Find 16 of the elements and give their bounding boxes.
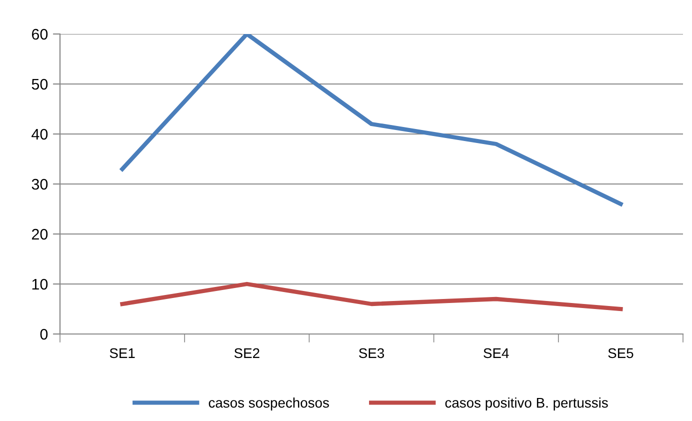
line-series — [120, 34, 623, 206]
y-tick-label: 40 — [32, 128, 48, 140]
x-tick-label: SE4 — [484, 348, 509, 358]
y-tick-label: 50 — [32, 78, 48, 90]
x-tick-label: SE3 — [359, 348, 384, 358]
legend-label: casos positivo B. pertussis — [445, 398, 608, 410]
x-tick-label: SE5 — [608, 348, 634, 358]
legend-label: casos sospechosos — [208, 398, 329, 410]
x-tick-label: SE2 — [234, 348, 260, 358]
line-series — [120, 282, 623, 312]
y-tick-label: 20 — [32, 228, 48, 240]
y-tick-label: 0 — [40, 328, 48, 340]
y-tick-label: 30 — [32, 178, 48, 190]
y-tick-label: 60 — [32, 28, 48, 40]
x-tick-label: SE1 — [110, 348, 135, 358]
y-tick-label: 10 — [32, 278, 48, 290]
